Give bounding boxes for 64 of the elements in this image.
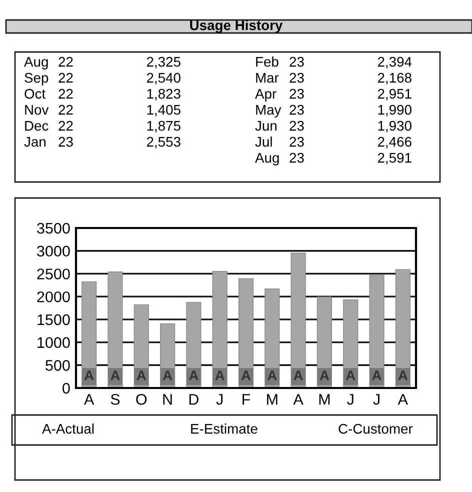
x-tick-label: J (347, 394, 354, 405)
text: 1,990 (378, 104, 412, 116)
x-tick-label: S (110, 394, 120, 405)
text: Dec 22 (25, 120, 73, 131)
y-tick-label: 1000 (38, 337, 70, 348)
x-tick-label: D (189, 394, 198, 405)
text: May 23 (256, 104, 304, 118)
annotation: A (84, 370, 94, 380)
text: Feb 23 (256, 56, 304, 67)
text: 2,466 (378, 136, 412, 148)
text: Jun 23 (255, 120, 304, 131)
annotation: A (346, 370, 356, 380)
text: 2,951 (378, 88, 412, 100)
text: Aug 23 (255, 152, 304, 166)
text: E-Estimate (191, 424, 258, 434)
text: Oct 22 (24, 88, 73, 99)
annotation: A (215, 370, 224, 380)
text: A-Actual (42, 424, 94, 434)
x-tick-label: A (398, 394, 408, 405)
x-tick-label: O (136, 394, 147, 405)
x-tick-label: J (216, 394, 223, 405)
text: 1,930 (378, 120, 412, 132)
x-tick-label: F (242, 394, 250, 405)
text: Jan 23 (24, 136, 73, 147)
x-tick-label: J (373, 394, 380, 405)
text: 1,875 (147, 120, 180, 132)
text: Nov 22 (25, 104, 73, 115)
annotation: A (320, 370, 330, 380)
x-tick-label: N (163, 394, 172, 405)
y-tick-label: 500 (46, 360, 70, 371)
text: 1,405 (147, 104, 180, 116)
annotation: A (241, 370, 251, 380)
text: 1,823 (147, 88, 180, 100)
x-tick-label: M (267, 394, 278, 405)
text: Jul 23 (255, 136, 304, 147)
annotation: A (267, 370, 277, 380)
x-tick-label: M (319, 394, 330, 405)
y-tick-label: 3000 (37, 246, 70, 257)
text: Mar 23 (256, 72, 304, 83)
annotation: A (136, 370, 146, 380)
text: 2,394 (378, 56, 412, 68)
y-tick-label: 3500 (37, 222, 70, 234)
y-tick-label: 0 (62, 382, 70, 394)
annotation: A (398, 370, 408, 380)
x-tick-label: A (84, 394, 94, 405)
y-tick-label: 1500 (38, 314, 70, 326)
text: 2,553 (146, 136, 180, 148)
text: 2,325 (146, 56, 180, 68)
text: Sep 22 (24, 72, 73, 86)
text: Apr 23 (255, 88, 304, 102)
text: Aug 22 (24, 56, 73, 70)
annotation: A (294, 370, 303, 380)
x-tick-label: A (293, 394, 304, 405)
annotation: A (189, 370, 198, 380)
annotation: A (110, 370, 120, 380)
text: 2,591 (378, 152, 412, 164)
y-tick-label: 2000 (37, 291, 70, 302)
text: 2,540 (146, 72, 180, 84)
text: 2,168 (378, 72, 412, 84)
text: C-Customer (338, 424, 413, 434)
y-tick-label: 2500 (37, 268, 70, 280)
annotation: A (372, 370, 382, 380)
chart-title: Usage History (190, 20, 283, 34)
annotation: A (162, 370, 172, 380)
